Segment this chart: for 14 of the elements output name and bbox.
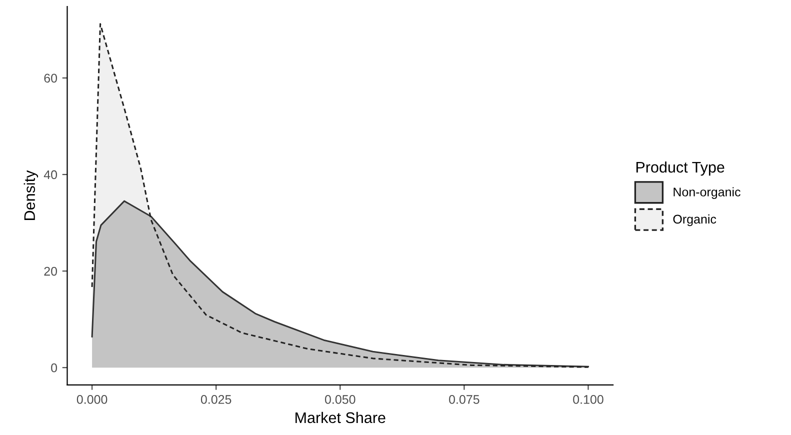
legend-title: Product Type	[636, 161, 724, 176]
y-axis-title: Density	[24, 170, 38, 220]
x-tick-label: 0.000	[76, 395, 108, 404]
x-axis-title: Market Share	[296, 412, 386, 424]
y-tick-label: 40	[44, 170, 58, 180]
y-tick-label: 0	[51, 363, 58, 372]
legend-label: Organic	[673, 214, 716, 226]
x-tick-label: 0.100	[573, 395, 604, 404]
legend-label: Non-organic	[674, 187, 740, 199]
x-tick-label: 0.025	[200, 395, 232, 404]
y-tick-label: 20	[44, 266, 58, 276]
y-tick-label: 60	[44, 74, 58, 83]
x-tick-label: 0.050	[324, 395, 356, 404]
x-tick-label: 0.075	[449, 395, 480, 404]
